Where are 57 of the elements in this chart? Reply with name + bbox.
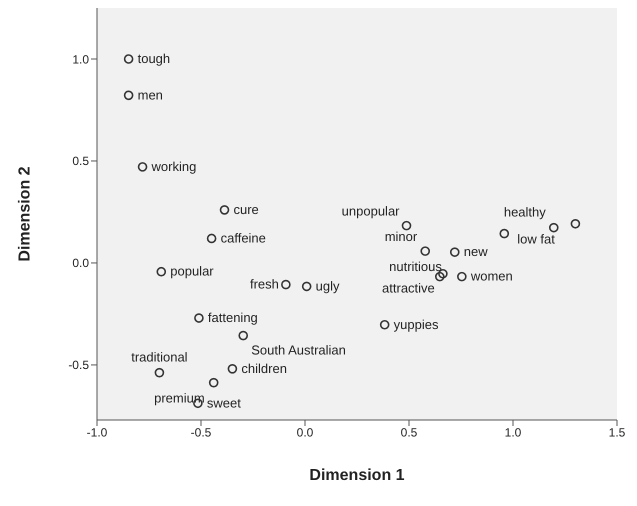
point	[570, 218, 580, 229]
data-label: attractive	[382, 280, 435, 296]
data-label: tough	[138, 50, 170, 66]
point	[420, 246, 430, 256]
data-label: working	[150, 158, 196, 174]
point	[434, 272, 445, 282]
point	[238, 330, 248, 340]
point	[138, 162, 148, 172]
point	[194, 313, 204, 323]
point	[402, 220, 412, 230]
data-label: yuppies	[394, 316, 439, 332]
x-tick-label: 0.0	[296, 426, 314, 440]
data-label: South Australian	[251, 342, 346, 358]
point	[124, 90, 134, 100]
x-tick-label: 1.5	[608, 426, 626, 440]
point	[380, 320, 390, 330]
data-label: popular	[170, 264, 214, 279]
x-axis-title: Dimension 1	[309, 467, 405, 484]
point	[302, 282, 312, 292]
data-label: traditional	[131, 350, 188, 365]
data-label: new	[464, 244, 488, 260]
data-label: sweet	[206, 395, 242, 410]
point	[450, 247, 460, 257]
point	[124, 54, 134, 64]
point	[228, 364, 238, 374]
data-label: minor	[384, 229, 418, 244]
x-tick-label: -1.0	[86, 426, 108, 440]
data-label: men	[138, 87, 163, 102]
data-label: premium	[154, 390, 205, 406]
y-tick-label: 1.0	[72, 52, 90, 66]
point	[154, 368, 164, 378]
y-axis-title: Dimension 2	[16, 166, 34, 262]
data-label: nutritious	[389, 258, 442, 274]
point	[220, 205, 230, 215]
data-label: cure	[234, 202, 259, 217]
data-label: caffeine	[220, 230, 266, 246]
x-tick-label: -0.5	[190, 426, 212, 440]
y-tick-label: -0.5	[68, 358, 90, 372]
y-tick-label: 0.5	[72, 154, 90, 168]
data-label: ugly	[316, 278, 340, 294]
data-label: healthy	[504, 204, 546, 220]
point	[281, 280, 291, 290]
x-tick-label: 1.0	[504, 426, 522, 440]
point	[457, 272, 467, 282]
x-tick-label: 0.5	[400, 426, 418, 440]
data-label: children	[241, 360, 287, 376]
point	[156, 266, 166, 277]
data-label: women	[470, 268, 513, 284]
point	[206, 234, 216, 244]
data-label: unpopular	[342, 204, 400, 219]
point	[499, 228, 510, 238]
point	[208, 378, 218, 388]
y-tick-label: 0.0	[72, 256, 90, 270]
point	[548, 222, 559, 232]
data-label: low fat	[517, 232, 556, 247]
data-label: fresh	[250, 276, 279, 292]
data-label: fattening	[208, 310, 258, 326]
